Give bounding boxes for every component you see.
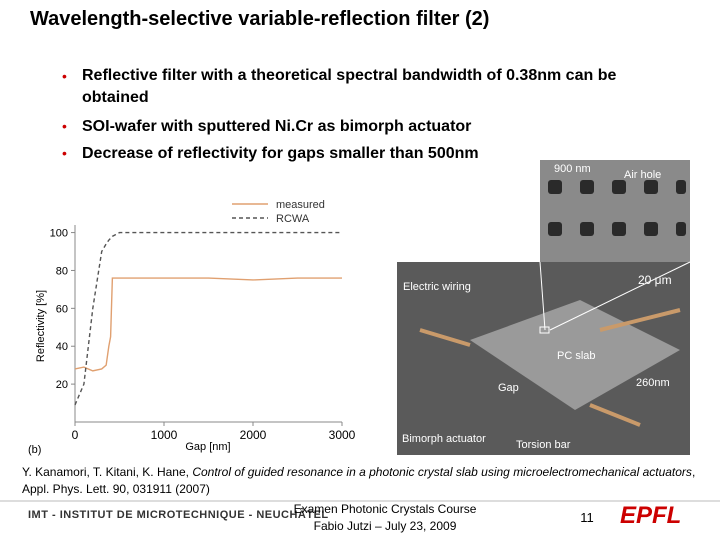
footer-institute: IMT - INSTITUT DE MICROTECHNIQUE - NEUCH…: [28, 509, 329, 521]
image-label: Air hole: [624, 169, 661, 181]
slide-title: Wavelength-selective variable-reflection…: [30, 8, 490, 30]
page-number: 11: [580, 510, 594, 525]
footer-course: Examen Photonic Crystals Course: [293, 502, 477, 516]
image-label: 900 nm: [554, 163, 591, 175]
y-tick-label: 60: [56, 303, 68, 315]
pointer: [539, 261, 546, 331]
image-label: Gap: [498, 382, 519, 394]
image-label: Bimorph actuator: [402, 433, 486, 445]
x-tick-label: 0: [72, 428, 79, 442]
citation-authors: Y. Kanamori, T. Kitani, K. Hane,: [22, 465, 193, 479]
y-axis-label: Reflectivity [%]: [35, 290, 47, 362]
bullet: Reflective filter with a theoretical spe…: [82, 67, 617, 106]
series-line: [74, 231, 342, 406]
x-tick-label: 2000: [240, 428, 267, 442]
citation: Y. Kanamori, T. Kitani, K. Hane, Control…: [22, 464, 712, 498]
image-label: Electric wiring: [403, 281, 471, 293]
footer-rule: [0, 500, 720, 502]
image-label: Torsion bar: [516, 439, 571, 451]
sem-inset: [540, 160, 690, 262]
bullet-dot: •: [62, 118, 67, 134]
citation-title: Control of guided resonance in a photoni…: [192, 465, 692, 479]
legend-label: measured: [276, 199, 325, 211]
y-tick-label: 100: [50, 228, 68, 240]
bullet: Decrease of reflectivity for gaps smalle…: [82, 145, 479, 162]
pc-slab: [470, 300, 680, 410]
legend-label: RCWA: [276, 213, 310, 225]
actuator: [419, 308, 681, 427]
bullet-dot: •: [62, 68, 67, 84]
y-tick-label: 40: [56, 341, 68, 353]
series-line: [74, 277, 342, 372]
footer-author: Fabio Jutzi – July 23, 2009: [313, 519, 457, 533]
zoom-box: [539, 326, 550, 334]
image-label: 260nm: [636, 377, 670, 389]
x-tick-label: 1000: [151, 428, 178, 442]
panel-label: (b): [28, 444, 41, 456]
y-tick-label: 80: [56, 265, 68, 277]
x-tick-label: 3000: [329, 428, 356, 442]
air-holes: [548, 180, 686, 236]
pointer: [549, 261, 691, 331]
y-tick-label: 20: [56, 379, 68, 391]
image-label: PC slab: [557, 350, 596, 362]
logo: EPFL: [620, 502, 682, 529]
bullet-dot: •: [62, 145, 67, 161]
citation-source: , Appl. Phys. Lett. 90, 031911 (2007): [22, 465, 696, 496]
image-label: 20 μm: [638, 273, 672, 287]
bullet: SOI-wafer with sputtered Ni.Cr as bimorp…: [82, 118, 472, 135]
x-axis-label: Gap [nm]: [185, 441, 230, 453]
